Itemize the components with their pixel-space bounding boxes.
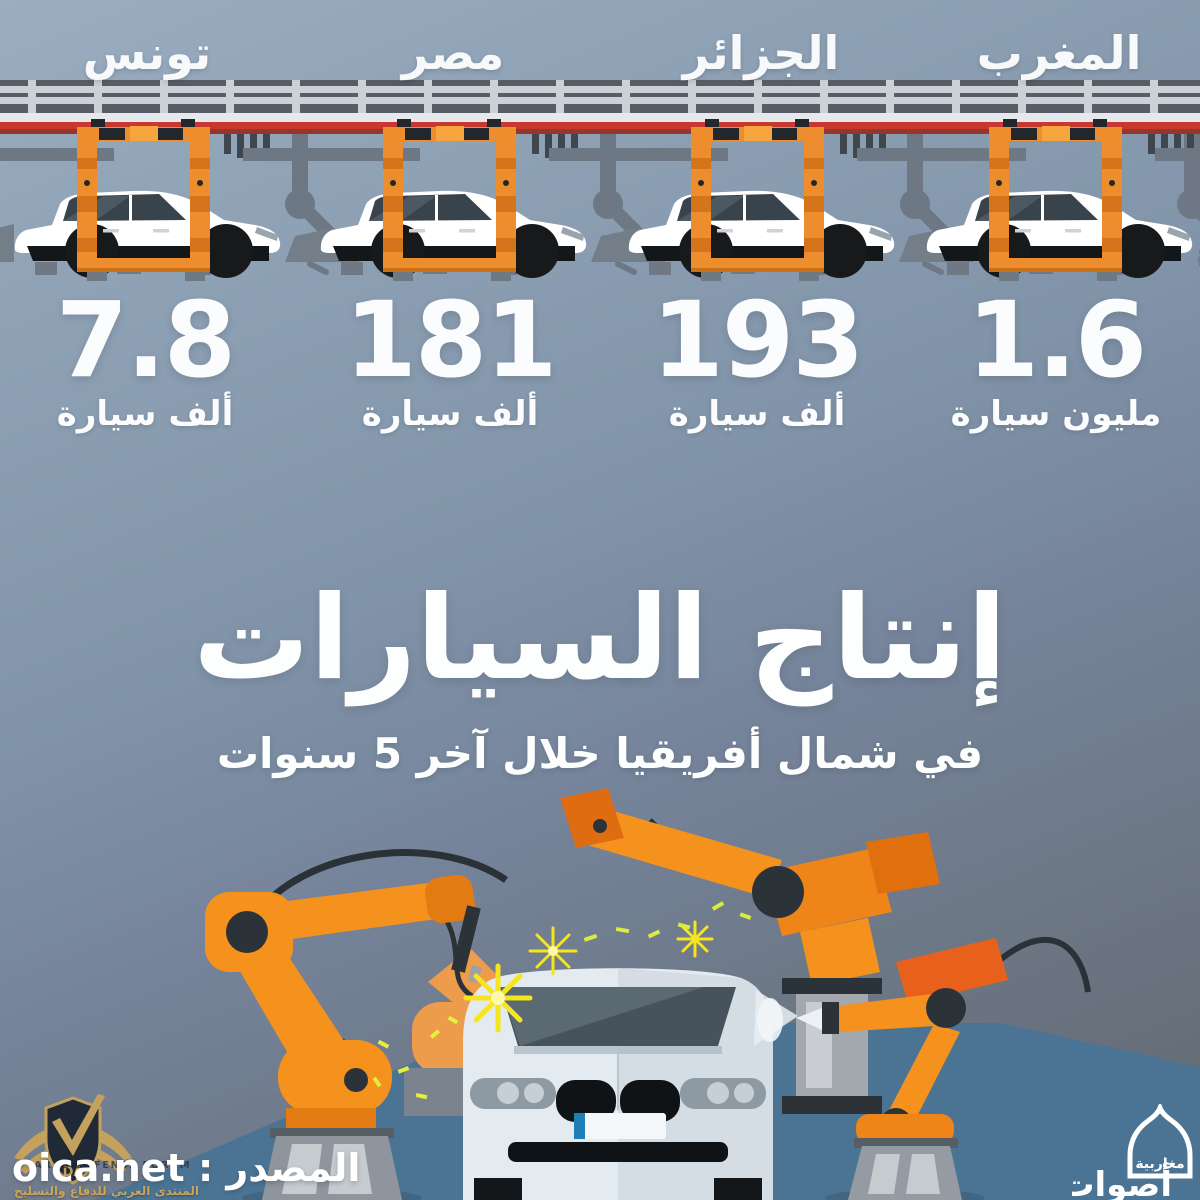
left-robot-arm <box>205 849 508 1200</box>
stat-value: 7.8 <box>55 279 236 401</box>
watermark-shield-logo: DA <box>14 1094 132 1185</box>
stat-egypt: 181 ألف سيارة <box>344 279 557 434</box>
source-site: oica.net <box>12 1146 185 1190</box>
stat-tunisia: 7.8 ألف سيارة <box>55 279 236 434</box>
factory-scene-graphic <box>95 788 1200 1200</box>
publisher-name-bottom: أصوات <box>1072 1162 1172 1200</box>
publisher-logo: مغاربية أصوات <box>1072 1104 1193 1200</box>
country-label-tunisia: تونس <box>82 26 212 80</box>
publisher-name-top: مغاربية <box>1135 1156 1184 1172</box>
country-label-egypt: مصر <box>401 26 505 80</box>
source-label: المصدر : <box>197 1146 361 1190</box>
stat-value: 193 <box>651 279 864 401</box>
title-block: إنتاج السيارات في شمال أفريقيا خلال آخر … <box>0 566 1200 778</box>
right-robot-arm <box>754 936 1091 1200</box>
stat-unit: ألف سيارة <box>361 394 539 434</box>
stat-unit: ألف سيارة <box>668 394 846 434</box>
stat-unit: ألف سيارة <box>56 394 234 434</box>
page-title: إنتاج السيارات <box>193 571 1007 706</box>
assembly-line-graphic <box>0 80 1200 281</box>
stat-morocco: 1.6 مليون سيارة <box>951 288 1162 433</box>
stat-algeria: 193 ألف سيارة <box>651 279 864 434</box>
watermark-initials: DA <box>63 1165 84 1180</box>
country-label-morocco: المغرب <box>976 26 1142 80</box>
car-front <box>463 968 773 1200</box>
overhead-gantry-arm <box>560 788 940 1114</box>
country-label-algeria: الجزائر <box>682 26 840 80</box>
stat-unit: مليون سيارة <box>950 394 1162 434</box>
page-subtitle: في شمال أفريقيا خلال آخر 5 سنوات <box>216 729 984 778</box>
source-line: المصدر : oica.net <box>12 1146 360 1190</box>
stat-value: 1.6 <box>966 279 1147 401</box>
watermark-name-ar: المنتدى العربي للدفاع والتسليح <box>14 1184 199 1198</box>
weld-sparks <box>372 901 752 1100</box>
watermark-name-en: ARAB DEFENSE FORUM <box>34 1160 192 1171</box>
stat-value: 181 <box>344 279 557 401</box>
